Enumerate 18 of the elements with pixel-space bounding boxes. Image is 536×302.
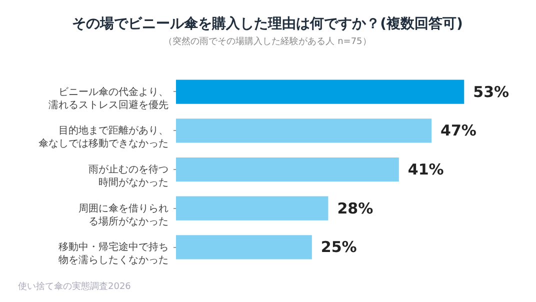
chart-subtitle: （突然の雨でその場購入した経験がある人 n=75） — [164, 36, 372, 47]
bar — [176, 157, 399, 182]
data-label: 28% — [337, 199, 374, 218]
y-tick-label: 雨が止むのを待つ時間がなかった — [88, 164, 168, 188]
bar — [176, 196, 328, 220]
data-label: 41% — [408, 160, 444, 178]
chart-title: その場でビニール傘を購入した理由は何ですか？(複数回答可) — [72, 15, 463, 32]
bar — [176, 80, 464, 104]
y-tick-label: 移動中・帰宅途中で持ち物を濡らしたくなかった — [58, 241, 168, 266]
text: 使い捨て傘の実態調査2026 — [18, 280, 131, 293]
y-tick-label: ビニール傘の代金より、濡れるストレス回避を優先 — [48, 86, 168, 111]
y-tick-label: 周囲に傘を借りられる場所がなかった — [78, 202, 168, 228]
data-label: 25% — [320, 238, 357, 256]
data-label: 47% — [440, 122, 476, 140]
bar — [176, 118, 432, 143]
data-label: 53% — [473, 82, 510, 101]
bar — [176, 235, 312, 260]
y-tick-label: 目的地まで距離があり、傘なしでは移動できなかった — [38, 124, 168, 150]
